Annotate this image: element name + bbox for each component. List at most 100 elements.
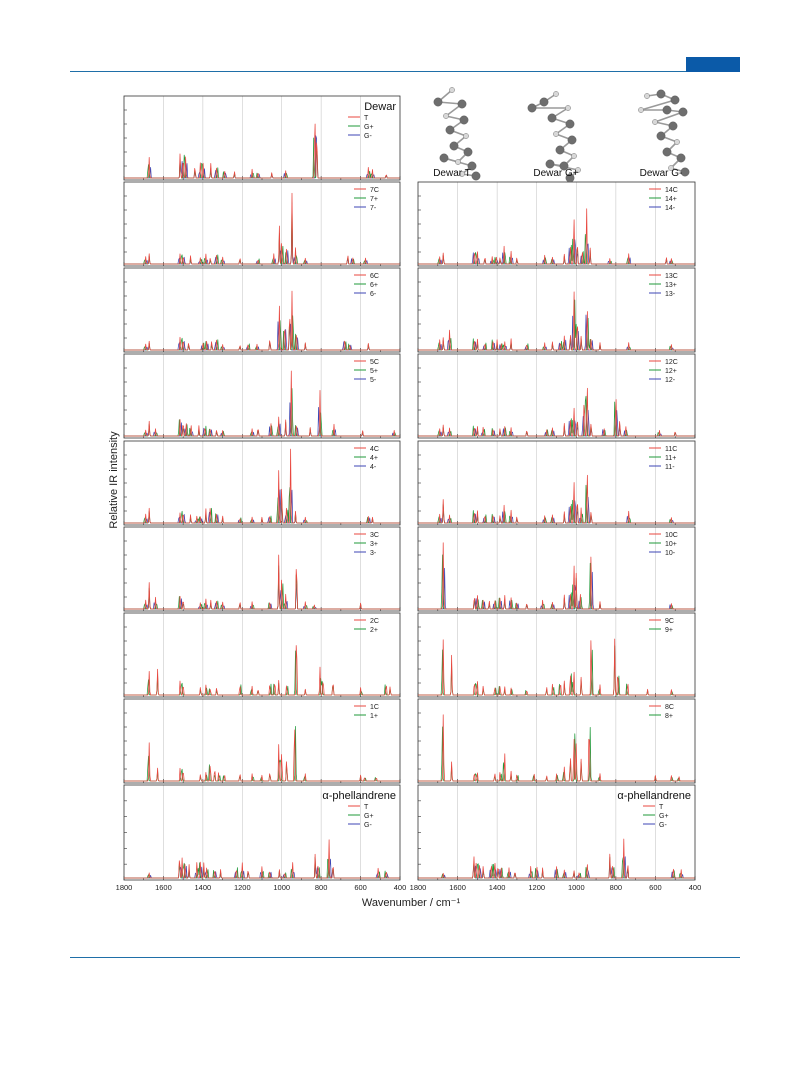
molecule-atom xyxy=(638,107,644,113)
molecule-atom xyxy=(670,95,680,105)
legend-entry: G+ xyxy=(659,813,669,820)
spectrum-line-series-2 xyxy=(418,234,695,265)
legend-entry: 3+ xyxy=(370,541,378,548)
spectrum-line-series-2 xyxy=(124,388,400,437)
molecule-atom xyxy=(567,135,577,145)
spectrum-line-series-1 xyxy=(418,474,695,524)
molecule-atom xyxy=(656,131,666,141)
legend-entry: 11- xyxy=(665,464,675,471)
panel-frame xyxy=(417,267,696,353)
legend-entry: 9+ xyxy=(665,627,673,634)
spectrum-panel: 7C 7+ 7- xyxy=(123,181,401,267)
panel-frame xyxy=(417,181,696,267)
legend-entry: 5- xyxy=(370,377,377,384)
spectrum-line-series-2 xyxy=(418,299,695,351)
legend-entry: 13+ xyxy=(665,282,677,289)
legend-entry: 14+ xyxy=(665,196,677,203)
spectrum-line-series-1 xyxy=(418,542,695,610)
legend-entry: 14- xyxy=(665,205,676,212)
molecule-atom xyxy=(668,165,674,171)
spectrum-line-series-1 xyxy=(418,387,695,437)
legend-entry: 1+ xyxy=(370,713,378,720)
legend-entry: 1C xyxy=(370,704,379,711)
molecule-atom xyxy=(539,97,549,107)
x-tick-label: 600 xyxy=(354,883,367,892)
spectrum-line-series-1 xyxy=(124,839,400,879)
molecule-atom xyxy=(656,89,666,99)
header-accent-tab xyxy=(686,57,740,72)
spectrum-line-series-2 xyxy=(124,726,400,782)
spectrum-panel: 1C1+ xyxy=(123,698,401,784)
molecule-atom xyxy=(463,133,469,139)
molecule-atom xyxy=(547,113,557,123)
spectrum-panel: 11C 11+ 11- xyxy=(417,440,696,526)
panel-frame xyxy=(123,526,401,612)
legend-entry: 2C xyxy=(370,618,379,625)
legend-entry: 9C xyxy=(665,618,674,625)
legend-entry: 12C xyxy=(665,359,678,366)
molecule-structure: Dewar G+ xyxy=(527,91,581,183)
spectrum-panel: 14C 14+ 14- xyxy=(417,181,696,267)
legend-entry: 13- xyxy=(665,291,676,298)
spectrum-line-series-2 xyxy=(124,650,400,696)
legend-entry: G- xyxy=(659,822,667,829)
spectrum-panel: 3C 3+ 3- xyxy=(123,526,401,612)
header-rule xyxy=(70,71,740,72)
spectrum-line-series-1 xyxy=(124,645,400,696)
legend-entry: 11+ xyxy=(665,455,676,462)
molecule-atom xyxy=(433,97,443,107)
spectrum-line-series-3 xyxy=(124,402,400,437)
molecule-atom xyxy=(565,173,575,183)
spectrum-line-series-1 xyxy=(418,638,695,696)
legend-entry: 13C xyxy=(665,273,678,280)
spectrum-panel: 5C 5+ 5- xyxy=(123,353,401,439)
spectrum-panel: 12C 12+ 12- xyxy=(417,353,696,439)
legend-entry: 4+ xyxy=(370,455,378,462)
molecule-structures: Dewar T Dewar G+ Dewar G- xyxy=(433,87,690,183)
molecule-atom xyxy=(527,103,537,113)
spectrum-line-series-3 xyxy=(124,321,400,351)
spectrum-panel: 10C 10+ 10- xyxy=(417,526,696,612)
spectrum-line-series-3 xyxy=(418,567,695,610)
x-tick-label: 1600 xyxy=(155,883,172,892)
legend-entry: 11C xyxy=(665,446,677,453)
spectrum-line-series-2 xyxy=(418,484,695,524)
panel-frame xyxy=(123,181,401,267)
molecule-atom xyxy=(459,115,469,125)
legend-entry: 8C xyxy=(665,704,674,711)
footer-rule xyxy=(70,957,740,958)
spectrum-panel: 9C9+ xyxy=(417,612,696,698)
legend-entry: 6C xyxy=(370,273,379,280)
panel-frame xyxy=(123,95,401,181)
spectrum-panel: 6C 6+ 6- xyxy=(123,267,401,353)
panel-frame xyxy=(417,698,696,784)
spectrum-line-series-2 xyxy=(418,726,695,782)
molecule-atom xyxy=(680,167,690,177)
spectrum-line-series-3 xyxy=(124,572,400,610)
legend-entry: T xyxy=(659,804,664,811)
spectra-panels: Dewar T G+ G- 7C 7+ 7- 6C 6+ 6- 5C 5+ 5- 4C 4+ 4- 3C 3+ 3-… xyxy=(116,95,701,892)
spectrum-line-series-1 xyxy=(124,554,400,610)
spectrum-line-series-2 xyxy=(418,395,695,437)
x-tick-label: 800 xyxy=(315,883,328,892)
molecule-atom xyxy=(575,167,581,173)
molecule-atom xyxy=(652,119,658,125)
molecule-structure: Dewar G- xyxy=(638,89,690,179)
spectrum-line-series-2 xyxy=(418,554,695,610)
x-tick-label: 1000 xyxy=(568,883,585,892)
molecule-atom xyxy=(471,171,481,181)
spectrum-line-series-3 xyxy=(418,314,695,351)
legend-entry: 8+ xyxy=(665,713,673,720)
molecule-atom xyxy=(445,125,455,135)
legend-entry: 4C xyxy=(370,446,379,453)
legend-entry: 6+ xyxy=(370,282,378,289)
panel-title: Dewar xyxy=(364,101,396,113)
spectrum-line-series-2 xyxy=(124,202,400,265)
panel-frame xyxy=(123,353,401,439)
molecule-atom xyxy=(678,107,688,117)
molecule-atom xyxy=(571,153,577,159)
legend-entry: 10- xyxy=(665,550,676,557)
legend-entry: T xyxy=(364,804,369,811)
legend-entry: T xyxy=(364,115,369,122)
spectrum-panel: 4C 4+ 4- xyxy=(123,440,401,526)
